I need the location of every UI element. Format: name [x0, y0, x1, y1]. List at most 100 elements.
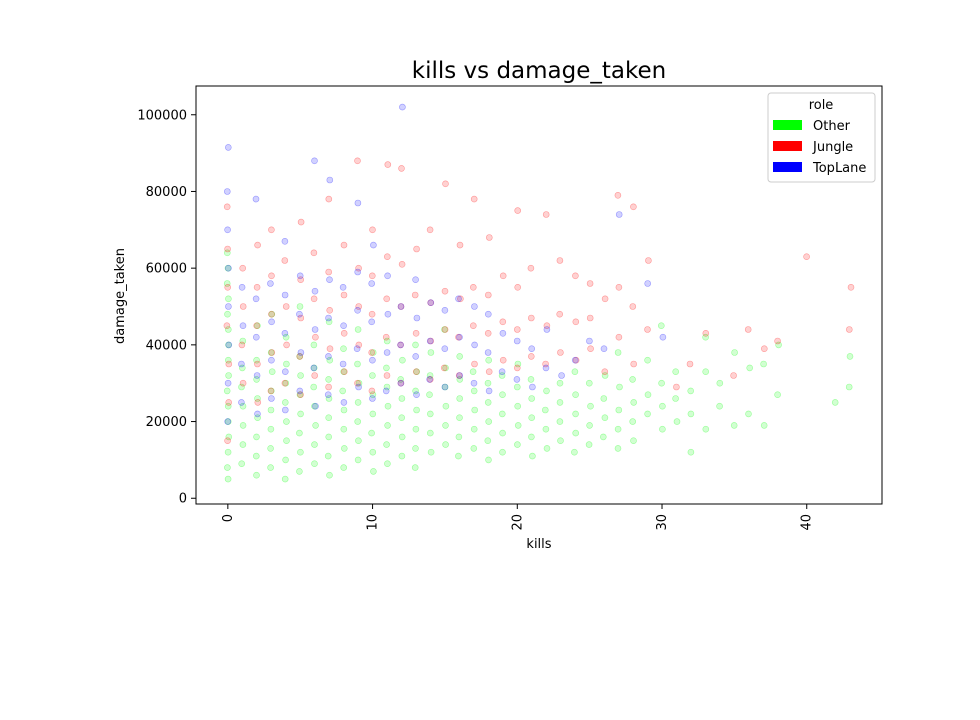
point-jungle — [572, 356, 580, 364]
point-other — [225, 341, 232, 349]
x-tick-label: 10 — [366, 514, 381, 531]
point-jungle — [368, 387, 376, 395]
point-jungle — [469, 322, 477, 330]
point-toplane — [528, 345, 536, 353]
point-toplane — [296, 387, 304, 395]
point-jungle — [382, 333, 390, 341]
point-jungle — [556, 310, 564, 318]
legend-title: role — [809, 98, 834, 113]
point-jungle — [686, 360, 694, 368]
point-other — [572, 410, 579, 418]
point-jungle — [513, 326, 521, 333]
point-other — [630, 399, 638, 406]
point-other — [268, 310, 276, 318]
point-jungle — [440, 364, 448, 372]
point-toplane — [225, 341, 233, 349]
point-jungle — [542, 360, 549, 368]
point-other — [528, 414, 536, 422]
point-other — [297, 410, 304, 418]
point-toplane — [369, 395, 376, 402]
point-other — [254, 395, 261, 402]
point-other — [775, 341, 782, 349]
point-other — [398, 395, 406, 402]
point-toplane — [644, 280, 652, 287]
point-other — [224, 264, 232, 272]
point-toplane — [268, 395, 275, 402]
y-tick-label: 20000 — [146, 415, 187, 430]
point-other — [239, 422, 247, 429]
point-other — [253, 356, 260, 364]
point-jungle — [499, 318, 507, 326]
point-jungle — [340, 291, 348, 299]
point-other — [514, 441, 521, 448]
point-jungle — [268, 310, 275, 318]
point-other — [325, 414, 333, 422]
point-toplane — [484, 310, 492, 318]
point-other — [831, 399, 839, 406]
point-other — [369, 372, 376, 379]
point-other — [224, 464, 231, 471]
point-jungle — [499, 356, 507, 364]
point-jungle — [340, 368, 348, 376]
point-toplane — [310, 364, 318, 372]
point-jungle — [411, 291, 419, 299]
point-other — [370, 468, 377, 475]
x-tick-label: 30 — [655, 514, 670, 531]
point-other — [557, 437, 564, 445]
point-jungle — [601, 368, 609, 376]
point-toplane — [542, 364, 550, 372]
point-other — [543, 387, 550, 395]
point-other — [745, 410, 752, 418]
point-other — [585, 441, 593, 448]
point-toplane — [281, 238, 289, 245]
point-other — [340, 445, 348, 452]
point-jungle — [297, 391, 304, 399]
point-other — [702, 333, 709, 341]
point-other — [398, 414, 406, 422]
point-jungle — [413, 245, 420, 253]
point-jungle — [224, 437, 231, 445]
point-other — [253, 471, 260, 479]
x-tick-label: 20 — [510, 514, 525, 531]
point-other — [224, 310, 231, 318]
point-jungle — [398, 165, 405, 172]
point-jungle — [630, 360, 638, 368]
point-toplane — [399, 103, 406, 111]
point-other — [644, 410, 651, 418]
point-jungle — [845, 326, 853, 333]
point-other — [369, 410, 377, 418]
point-other — [485, 418, 493, 425]
point-jungle — [397, 341, 404, 349]
point-other — [499, 429, 506, 437]
point-jungle — [310, 295, 318, 303]
point-jungle — [630, 203, 637, 211]
point-other — [224, 249, 231, 257]
point-other — [672, 368, 680, 376]
point-other — [456, 414, 463, 422]
point-jungle — [645, 257, 652, 264]
point-other — [441, 383, 449, 391]
chart-title: kills vs damage_taken — [412, 58, 666, 84]
point-other — [283, 418, 290, 425]
point-toplane — [412, 353, 420, 360]
point-other — [310, 364, 318, 372]
point-other — [586, 422, 593, 429]
y-tick-label: 60000 — [146, 262, 187, 277]
point-toplane — [426, 376, 433, 383]
point-other — [702, 368, 710, 376]
point-other — [514, 422, 522, 429]
point-other — [571, 368, 579, 376]
point-toplane — [224, 379, 232, 387]
points-layer — [223, 103, 855, 483]
point-other — [354, 326, 362, 333]
point-other — [312, 422, 319, 429]
point-other — [470, 425, 478, 433]
point-other — [225, 356, 232, 364]
point-toplane — [238, 399, 245, 406]
point-other — [543, 445, 551, 452]
point-other — [442, 364, 449, 372]
point-other — [383, 337, 391, 345]
point-toplane — [484, 349, 492, 356]
point-other — [658, 379, 665, 387]
